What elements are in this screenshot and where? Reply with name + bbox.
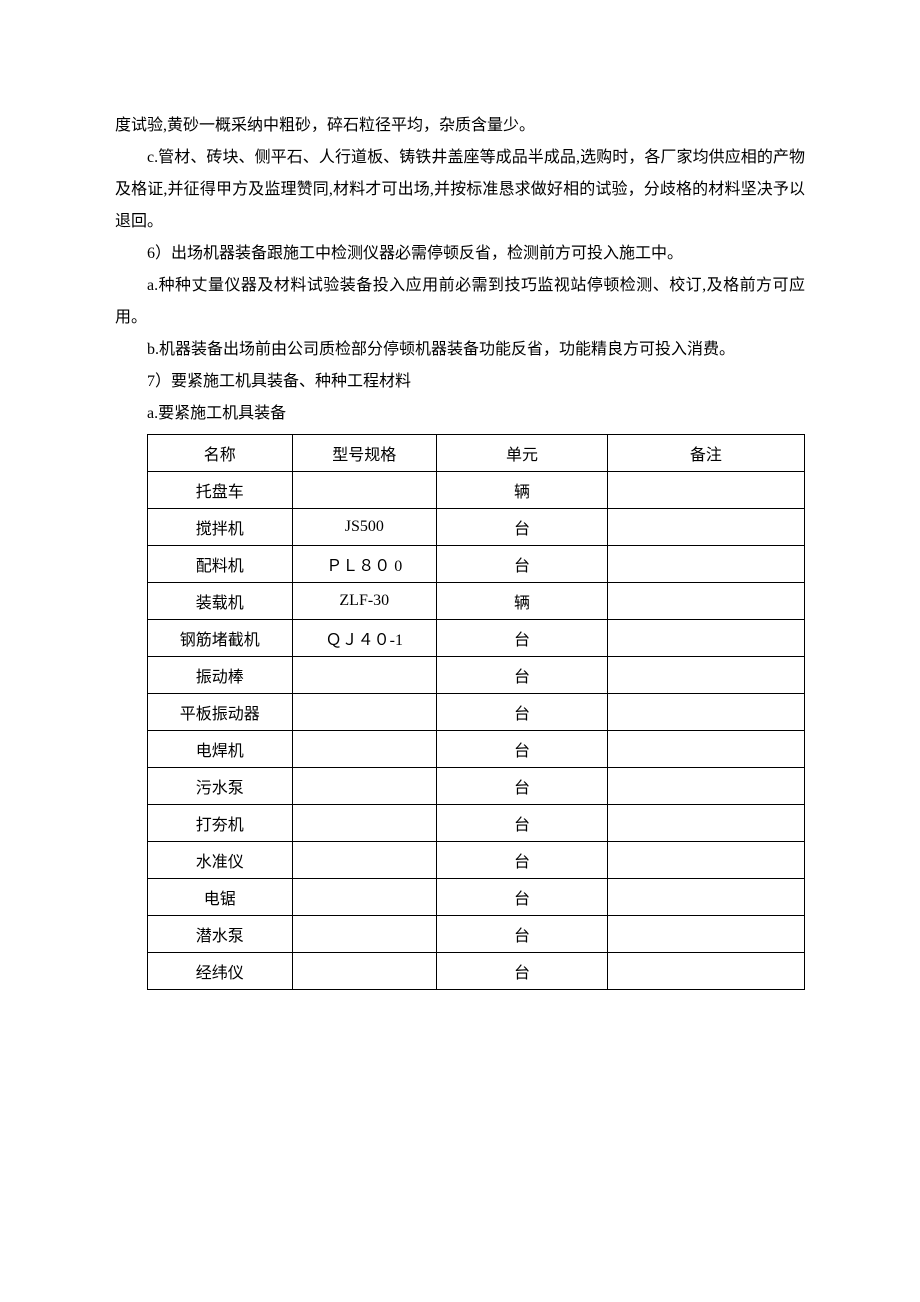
- table-row: 污水泵 台: [148, 768, 805, 805]
- table-cell: 台: [437, 509, 608, 546]
- table-cell: [292, 472, 437, 509]
- table-row: 振动棒 台: [148, 657, 805, 694]
- paragraph: b.机器装备出场前由公司质检部分停顿机器装备功能反省，功能精良方可投入消费。: [115, 334, 805, 366]
- table-cell: 辆: [437, 472, 608, 509]
- document-page: 度试验,黄砂一概采纳中粗砂，碎石粒径平均，杂质含量少。 c.管材、砖块、侧平石、…: [0, 0, 920, 1090]
- table-row: 平板振动器 台: [148, 694, 805, 731]
- table-body: 托盘车辆搅拌机JS500台配料机ＰＬ８０ 0台装载机ZLF-30辆钢筋堵截机ＱＪ…: [148, 472, 805, 990]
- table-cell: ＰＬ８０ 0: [292, 546, 437, 583]
- table-cell: 电锯: [148, 879, 293, 916]
- table-row: 配料机ＰＬ８０ 0台: [148, 546, 805, 583]
- table-cell: 台: [437, 842, 608, 879]
- table-cell: [607, 805, 804, 842]
- table-cell: 经纬仪: [148, 953, 293, 990]
- table-cell: [607, 916, 804, 953]
- col-header-unit: 单元: [437, 435, 608, 472]
- paragraph: a.种种丈量仪器及材料试验装备投入应用前必需到技巧监视站停顿检测、校订,及格前方…: [115, 270, 805, 334]
- table-cell: [607, 583, 804, 620]
- table-row: 电焊机 台: [148, 731, 805, 768]
- table-cell: [607, 472, 804, 509]
- table-cell: [607, 509, 804, 546]
- table-cell: 污水泵: [148, 768, 293, 805]
- table-cell: [292, 916, 437, 953]
- table-cell: [292, 842, 437, 879]
- paragraph: 7）要紧施工机具装备、种种工程材料: [115, 366, 805, 398]
- table-row: 潜水泵 台: [148, 916, 805, 953]
- equipment-table: 名称 型号规格 单元 备注 托盘车辆搅拌机JS500台配料机ＰＬ８０ 0台装载机…: [147, 434, 805, 990]
- table-cell: 台: [437, 546, 608, 583]
- table-cell: 托盘车: [148, 472, 293, 509]
- table-cell: [292, 879, 437, 916]
- table-cell: [292, 731, 437, 768]
- table-cell: 台: [437, 694, 608, 731]
- col-header-note: 备注: [607, 435, 804, 472]
- table-cell: 台: [437, 879, 608, 916]
- table-cell: 水准仪: [148, 842, 293, 879]
- table-row: 托盘车 辆: [148, 472, 805, 509]
- paragraph: 度试验,黄砂一概采纳中粗砂，碎石粒径平均，杂质含量少。: [115, 110, 805, 142]
- table-cell: 台: [437, 805, 608, 842]
- table-cell: [292, 657, 437, 694]
- table-cell: 打夯机: [148, 805, 293, 842]
- table-cell: 辆: [437, 583, 608, 620]
- table-cell: 台: [437, 768, 608, 805]
- table-cell: ＱＪ４０-1: [292, 620, 437, 657]
- table-cell: [292, 953, 437, 990]
- table-cell: ZLF-30: [292, 583, 437, 620]
- table-cell: [292, 694, 437, 731]
- table-cell: [607, 731, 804, 768]
- table-row: 钢筋堵截机ＱＪ４０-1台: [148, 620, 805, 657]
- col-header-spec: 型号规格: [292, 435, 437, 472]
- table-cell: 配料机: [148, 546, 293, 583]
- table-cell: [607, 879, 804, 916]
- table-cell: [607, 768, 804, 805]
- table-cell: JS500: [292, 509, 437, 546]
- table-cell: [607, 546, 804, 583]
- paragraph: c.管材、砖块、侧平石、人行道板、铸铁井盖座等成品半成品,选购时，各厂家均供应相…: [115, 142, 805, 238]
- table-cell: 振动棒: [148, 657, 293, 694]
- table-cell: [292, 768, 437, 805]
- table-cell: 潜水泵: [148, 916, 293, 953]
- table-cell: 电焊机: [148, 731, 293, 768]
- table-cell: [607, 657, 804, 694]
- col-header-name: 名称: [148, 435, 293, 472]
- table-cell: [607, 953, 804, 990]
- table-cell: 钢筋堵截机: [148, 620, 293, 657]
- table-row: 经纬仪 台: [148, 953, 805, 990]
- table-row: 水准仪 台: [148, 842, 805, 879]
- table-cell: 台: [437, 731, 608, 768]
- table-header-row: 名称 型号规格 单元 备注: [148, 435, 805, 472]
- paragraph: a.要紧施工机具装备: [115, 398, 805, 430]
- table-cell: [292, 805, 437, 842]
- table-cell: 台: [437, 916, 608, 953]
- table-cell: 台: [437, 657, 608, 694]
- table-cell: [607, 694, 804, 731]
- table-cell: [607, 842, 804, 879]
- table-cell: 台: [437, 953, 608, 990]
- table-cell: 平板振动器: [148, 694, 293, 731]
- table-cell: 装载机: [148, 583, 293, 620]
- table-row: 打夯机 台: [148, 805, 805, 842]
- table-cell: 台: [437, 620, 608, 657]
- table-cell: 搅拌机: [148, 509, 293, 546]
- table-cell: [607, 620, 804, 657]
- table-row: 电锯 台: [148, 879, 805, 916]
- table-row: 装载机ZLF-30辆: [148, 583, 805, 620]
- paragraph: 6）出场机器装备跟施工中检测仪器必需停顿反省，检测前方可投入施工中。: [115, 238, 805, 270]
- table-row: 搅拌机JS500台: [148, 509, 805, 546]
